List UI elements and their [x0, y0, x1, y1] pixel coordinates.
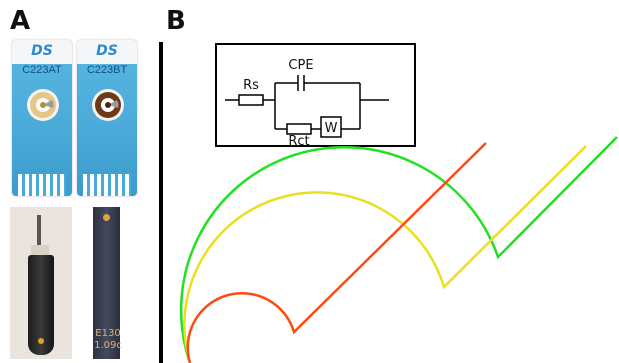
sensor-code-label: E130 — [95, 328, 121, 339]
screen-printed-electrode-strip-bt: DS C223BT — [77, 40, 137, 196]
sensor-version-label: 1.09c — [94, 340, 122, 351]
strip-model-label: C223AT — [22, 64, 62, 76]
panel-divider — [159, 42, 163, 363]
strip-model-label: C223BT — [86, 64, 128, 76]
strip-contacts — [83, 174, 131, 196]
screen-printed-electrode-strip-at: DS C223AT — [12, 40, 72, 196]
ds-logo: DS — [96, 43, 118, 59]
panel-label-a: A — [10, 6, 31, 36]
rs-label: Rs — [243, 78, 259, 93]
pen-electrode-photo — [10, 207, 72, 359]
yellow-impedance-curve — [183, 145, 587, 363]
electrode-pad-icon — [27, 89, 59, 121]
w-label: W — [325, 121, 338, 136]
pen-electrode-contact-dot — [38, 338, 44, 344]
electrode-pad-icon — [92, 89, 124, 121]
strip-header — [77, 40, 137, 64]
equivalent-circuit-diagram: Rs CPE Rct W — [225, 58, 389, 149]
printed-sensor-body — [93, 207, 120, 359]
strip-header — [12, 40, 72, 64]
equivalent-circuit-box: Rs CPE Rct W — [215, 43, 416, 149]
rct-label: Rct — [288, 134, 309, 149]
cpe-label: CPE — [288, 58, 313, 73]
red-impedance-curve — [186, 142, 487, 363]
pen-electrode-tip — [37, 215, 41, 247]
printed-sensor-photo: E130 1.09c — [77, 207, 139, 359]
green-impedance-curve — [179, 136, 618, 363]
strip-contacts — [18, 174, 66, 196]
printed-sensor-dot — [103, 214, 110, 221]
pen-electrode-ring — [31, 245, 49, 257]
ds-logo: DS — [31, 43, 53, 59]
warburg-element-symbol — [320, 116, 342, 138]
panel-label-b: B — [166, 6, 186, 36]
